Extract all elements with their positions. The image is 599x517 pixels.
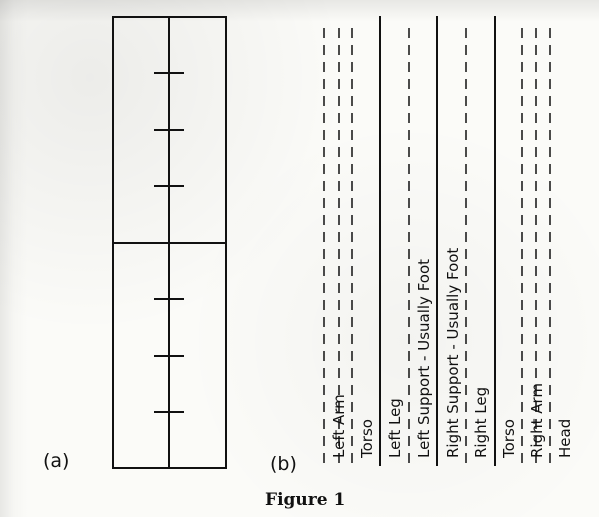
column-label-right-arm: Right Arm (528, 383, 546, 458)
column-label-torso-left: Torso (358, 419, 376, 459)
staff-diagram-b: (b) Left Arm Torso Left Leg Left Support… (270, 16, 574, 475)
staff-diagram-a: (a) (43, 16, 227, 472)
figure-caption: Figure 1 (265, 490, 345, 510)
column-label-right-support: Right Support - Usually Foot (444, 248, 462, 458)
column-label-head: Head (556, 419, 574, 458)
panel-a-label: (a) (43, 450, 69, 472)
column-label-left-arm: Left Arm (330, 394, 348, 458)
panel-b-label: (b) (270, 453, 297, 475)
column-label-left-leg: Left Leg (386, 398, 404, 458)
column-label-left-support: Left Support - Usually Foot (415, 259, 433, 458)
column-label-torso-right: Torso (500, 419, 518, 459)
column-label-right-leg: Right Leg (472, 387, 490, 458)
